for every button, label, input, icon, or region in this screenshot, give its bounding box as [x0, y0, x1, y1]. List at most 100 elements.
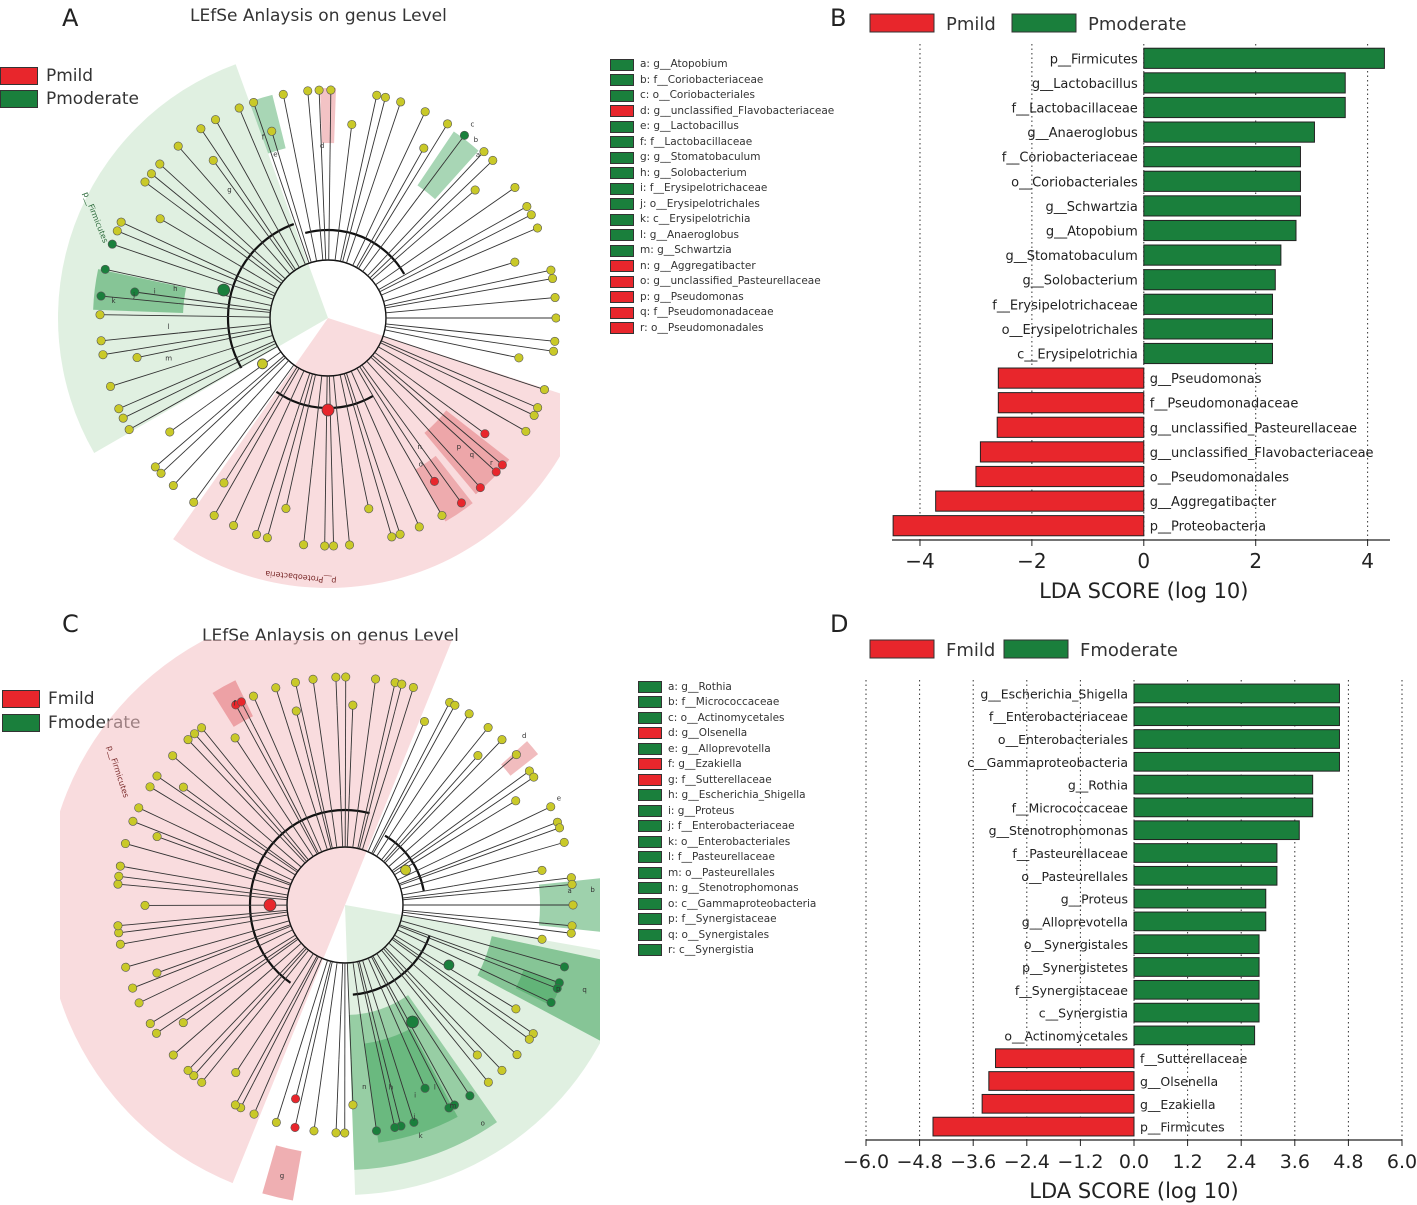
tree-branch — [427, 802, 462, 833]
tree-node — [107, 239, 117, 249]
panel-d-lda-chart: Fmild Fmoderate g__Escherichia_Shigella f__… — [843, 639, 1416, 1203]
tree-branch — [105, 268, 138, 277]
bar-label: p__Firmicutes — [1050, 52, 1138, 67]
x-tick-label: 0.0 — [1119, 1151, 1149, 1173]
tree-branch — [328, 168, 331, 214]
tree-node — [546, 802, 556, 812]
key-label: f: f__Lactobacillaceae — [640, 135, 753, 148]
tree-branch — [447, 755, 479, 790]
panel-c-legend-mild: Fmild — [2, 689, 95, 709]
tree-branch — [183, 185, 251, 248]
tree-branch — [334, 213, 342, 261]
tree-branch — [359, 127, 371, 172]
bar-label: f__Pseudomonadaceae — [1150, 397, 1299, 412]
tree-branch — [246, 251, 284, 282]
tree-branch — [338, 1014, 342, 1060]
bar-label: f__Synergistaceae — [1015, 983, 1128, 998]
key-item: k: c__Erysipelotrichia — [610, 212, 834, 228]
key-label: g: f__Sutterellaceae — [668, 773, 772, 786]
tree-branch — [191, 254, 233, 275]
lda-bar — [1143, 47, 1385, 69]
lda-bar — [1133, 729, 1340, 749]
tree-node — [290, 677, 300, 687]
tree-branch — [454, 1072, 471, 1097]
tree-branch — [261, 832, 302, 868]
tree-branch — [254, 842, 298, 873]
tree-branch — [243, 193, 270, 232]
clade-marker-letter: q — [470, 451, 474, 459]
tree-branch — [250, 357, 286, 390]
tree-branch — [241, 987, 273, 1022]
tree-branch — [289, 126, 300, 172]
tree-branch — [231, 340, 275, 361]
tree-branch — [385, 323, 433, 330]
tree-branch — [521, 337, 555, 342]
tree-branch — [365, 1058, 377, 1131]
tree-branch — [295, 710, 308, 755]
tree-branch — [346, 218, 362, 264]
tree-branch — [219, 813, 257, 841]
tree-branch — [329, 90, 332, 169]
key-label: q: o__Synergistales — [668, 928, 770, 941]
tree-branch — [117, 230, 148, 244]
tree-branch — [415, 1042, 450, 1109]
tree-branch — [237, 264, 279, 289]
key-label: b: f__Coriobacteriaceae — [640, 73, 764, 86]
tree-branch — [404, 737, 455, 813]
tree-branch — [381, 819, 415, 861]
tree-branch — [399, 924, 449, 943]
tree-branch — [418, 369, 459, 393]
tree-node — [128, 816, 138, 826]
tree-branch — [212, 754, 273, 823]
clade-marker-letter: f — [233, 700, 236, 708]
tree-node — [443, 959, 455, 971]
tree-branch — [136, 347, 182, 358]
tree-branch — [193, 1054, 213, 1076]
lda-bar — [1133, 934, 1260, 955]
tree-branch — [253, 1088, 266, 1115]
tree-branch — [405, 496, 420, 528]
key-swatch — [638, 897, 662, 910]
tree-branch — [458, 222, 499, 246]
tree-node — [321, 403, 335, 417]
tree-branch — [223, 307, 271, 313]
tree-node — [420, 1083, 430, 1093]
tree-branch — [151, 173, 178, 195]
tree-branch — [134, 291, 180, 299]
tree-branch — [424, 358, 467, 378]
tree-branch — [179, 334, 225, 343]
tree-node — [419, 143, 429, 153]
key-label: n: g__Aggregatibacter — [640, 259, 756, 272]
tree-branch — [392, 842, 437, 873]
lda-bar — [1133, 957, 1260, 977]
tree-branch — [352, 222, 374, 266]
tree-node — [456, 498, 466, 508]
tree-branch — [271, 366, 298, 408]
tree-branch — [284, 370, 305, 414]
tree-branch — [118, 875, 147, 881]
tree-branch — [420, 984, 453, 1018]
tree-branch — [378, 346, 420, 371]
tree-node — [459, 130, 469, 140]
tree-branch — [419, 729, 442, 770]
tree-node — [331, 672, 341, 682]
tree-branch — [419, 244, 460, 268]
tree-branch — [282, 1005, 302, 1048]
tree-node — [521, 426, 531, 436]
tree-branch — [233, 495, 248, 526]
tree-branch — [300, 958, 323, 1007]
tree-branch — [246, 413, 285, 496]
key-item: d: g__unclassified_Flavobacteriaceae — [610, 104, 834, 120]
tree-branch — [378, 266, 420, 291]
tree-branch — [311, 800, 328, 850]
tree-branch — [376, 953, 406, 998]
tree-node — [444, 1103, 454, 1113]
tree-branch — [343, 373, 358, 419]
tree-branch — [173, 460, 197, 486]
tree-branch — [408, 385, 444, 415]
tree-node — [165, 427, 175, 437]
tree-node — [145, 1019, 155, 1029]
key-swatch — [610, 167, 634, 180]
tree-branch — [350, 1059, 354, 1105]
tree-branch — [482, 739, 503, 761]
